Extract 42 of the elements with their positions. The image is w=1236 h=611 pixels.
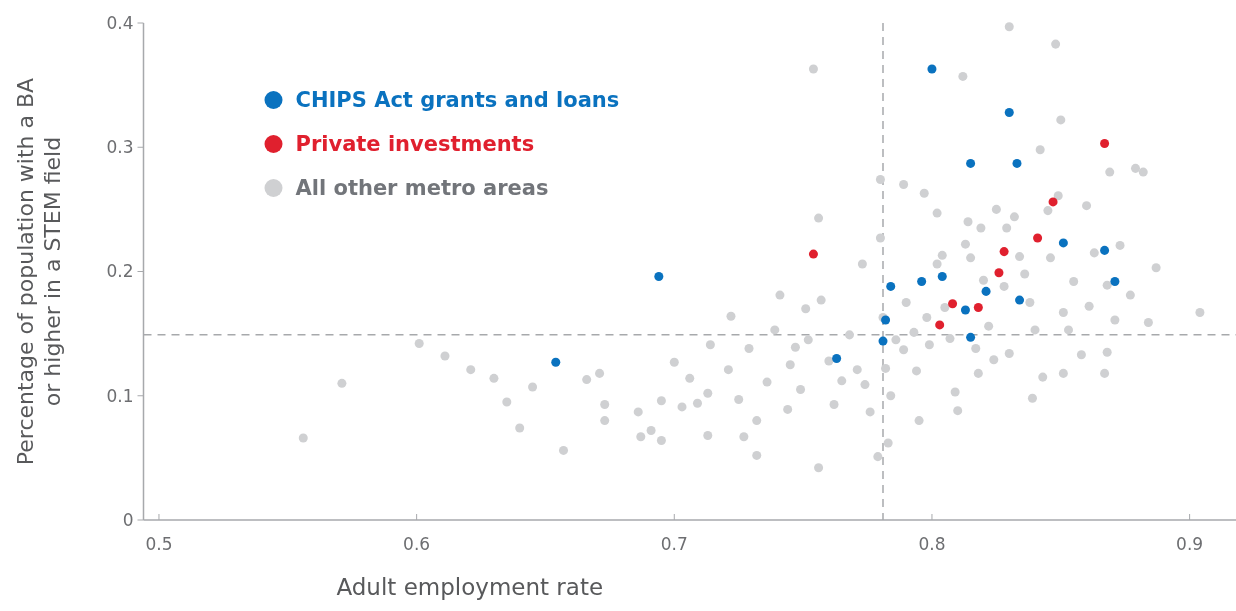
y-tick-label: 0.3 — [106, 137, 134, 158]
point — [948, 299, 958, 309]
point — [1058, 238, 1068, 248]
y-tick-label: 0.4 — [106, 12, 134, 33]
y-tick-label: 0 — [122, 509, 134, 530]
point — [935, 320, 945, 330]
point — [1048, 197, 1058, 207]
point — [1110, 276, 1120, 286]
point — [1004, 107, 1014, 117]
point — [1100, 139, 1110, 149]
point — [981, 286, 991, 296]
x-tick-label: 0.8 — [918, 534, 946, 554]
legend-label: All other metro areas — [295, 176, 549, 201]
y-tick-label: 0.2 — [106, 261, 134, 282]
point — [808, 249, 818, 259]
legend-label: Private investments — [295, 132, 535, 157]
point — [1100, 245, 1110, 255]
point — [917, 276, 927, 286]
x-axis-title: Adult employment rate — [336, 574, 604, 600]
point — [973, 303, 983, 313]
legend-label: CHIPS Act grants and loans — [295, 88, 620, 113]
x-tick-label: 0.7 — [660, 534, 688, 554]
y-axis-title: Percentage of population with a BA or higher in a STEM field — [13, 77, 65, 466]
point — [966, 158, 976, 168]
x-tick-label: 0.9 — [1176, 534, 1204, 554]
point — [886, 281, 896, 291]
point — [999, 247, 1009, 257]
point — [1012, 158, 1022, 168]
point — [937, 271, 947, 281]
point — [994, 268, 1004, 278]
point — [1033, 233, 1043, 243]
point — [966, 332, 976, 342]
y-tick-label: 0.1 — [106, 385, 134, 406]
point — [832, 353, 842, 363]
point — [1015, 295, 1025, 305]
x-tick-label: 0.5 — [145, 534, 173, 554]
point — [654, 271, 664, 281]
point — [960, 305, 970, 315]
point — [927, 64, 937, 74]
point — [878, 336, 888, 346]
x-tick-label: 0.6 — [403, 534, 431, 554]
point — [551, 357, 561, 367]
